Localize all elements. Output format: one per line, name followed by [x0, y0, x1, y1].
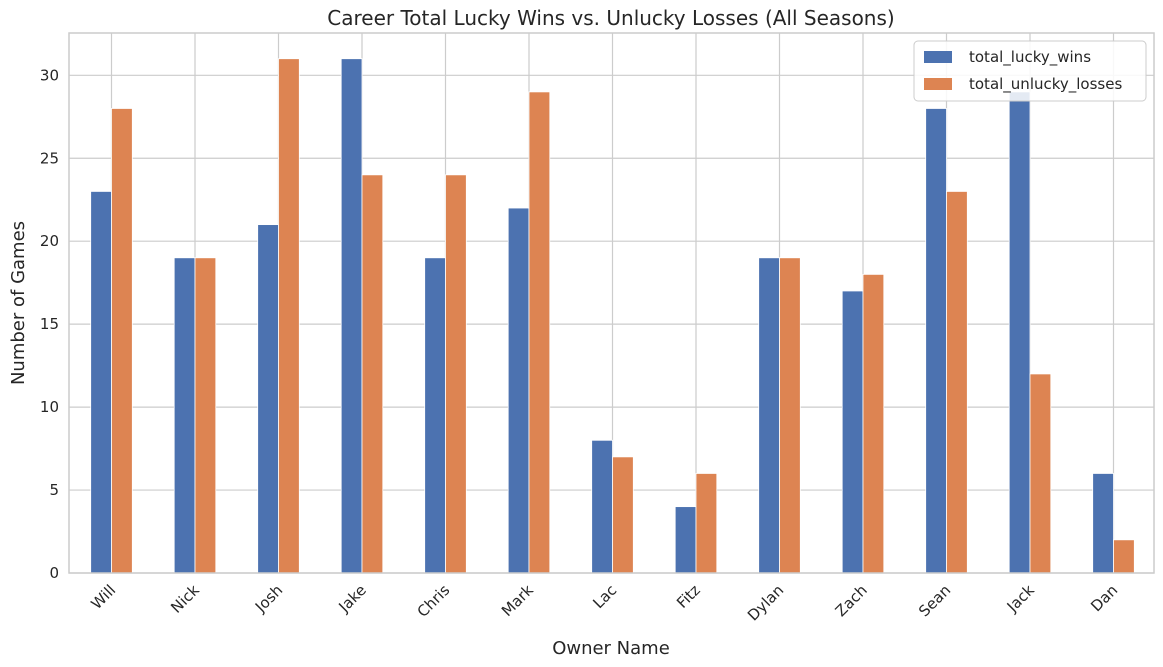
bar — [424, 257, 446, 574]
y-tick-label: 20 — [40, 232, 59, 250]
x-tick-label: Jack — [1003, 581, 1038, 616]
bar — [278, 58, 300, 574]
y-tick-label: 15 — [40, 315, 59, 333]
plot-frame — [68, 32, 1155, 574]
bar — [361, 174, 384, 574]
bar — [925, 108, 947, 574]
legend-label: total_unlucky_losses — [969, 75, 1122, 94]
bar — [758, 257, 780, 574]
bar — [591, 439, 613, 574]
bar — [173, 257, 196, 574]
y-tick-label: 10 — [40, 398, 59, 416]
x-tick-label: Fitz — [673, 581, 704, 612]
y-tick-labels: 0 5 10 15 20 25 30 — [40, 66, 59, 582]
y-tick-label: 0 — [49, 564, 59, 582]
bar — [257, 224, 279, 574]
legend-swatch — [924, 78, 952, 90]
x-tick-label: Nick — [167, 581, 203, 617]
bar — [612, 456, 634, 574]
x-tick-label: Chris — [414, 581, 454, 621]
legend-box — [913, 40, 1147, 102]
chart-title: Career Total Lucky Wins vs. Unlucky Loss… — [327, 6, 894, 30]
bar — [1092, 473, 1114, 574]
y-tick-label: 25 — [40, 149, 59, 167]
bar — [194, 257, 217, 574]
bar — [862, 273, 885, 574]
legend-swatch — [924, 51, 952, 63]
bar — [90, 191, 112, 574]
bar — [340, 58, 363, 574]
x-tick-label: Dan — [1087, 581, 1121, 615]
x-tick-label: Dylan — [744, 581, 787, 624]
y-axis-label: Number of Games — [8, 221, 29, 385]
x-tick-label: Jake — [334, 581, 369, 616]
x-tick-label: Will — [87, 581, 119, 613]
bar — [1029, 373, 1052, 574]
x-tick-label: Lac — [589, 581, 620, 612]
x-tick-label: Zach — [832, 581, 871, 620]
bar — [111, 108, 133, 574]
bar — [1113, 539, 1135, 574]
bar — [1008, 91, 1031, 574]
y-tick-label: 30 — [40, 66, 59, 84]
bar — [841, 290, 864, 574]
bar — [695, 473, 718, 574]
x-tick-labels: Will Nick Josh Jake Chris Mark Lac Fitz Dylan Zac… — [87, 581, 1121, 625]
legend: total_lucky_wins total_unlucky_losses — [913, 40, 1147, 102]
x-axis-label: Owner Name — [552, 638, 670, 659]
x-tick-label: Mark — [498, 581, 537, 620]
bar — [507, 207, 530, 574]
x-tick-label: Sean — [915, 581, 954, 620]
bar — [779, 257, 801, 574]
x-tick-label: Josh — [251, 581, 286, 616]
y-tick-label: 5 — [49, 481, 59, 499]
bar — [445, 174, 467, 574]
bar — [946, 191, 968, 574]
bar — [528, 91, 551, 574]
bar — [674, 506, 697, 574]
legend-label: total_lucky_wins — [969, 48, 1091, 67]
